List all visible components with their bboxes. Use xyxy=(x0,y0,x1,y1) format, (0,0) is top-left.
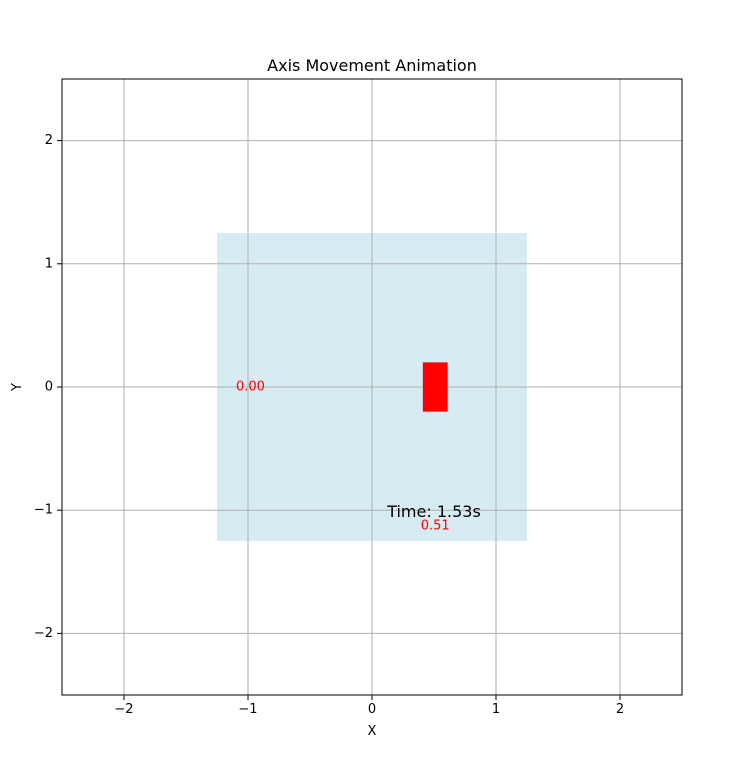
x-tick-label: −1 xyxy=(238,702,257,717)
y-tick-label: 1 xyxy=(45,256,53,271)
value-annotation: 0.00 xyxy=(236,380,265,395)
y-tick-label: 2 xyxy=(45,133,53,148)
moving-marker xyxy=(422,362,448,412)
y-axis-label: Y xyxy=(10,383,25,392)
x-tick-label: 2 xyxy=(616,702,624,717)
x-axis-label: X xyxy=(368,724,377,739)
y-tick-label: −1 xyxy=(34,503,53,518)
x-tick-label: −2 xyxy=(114,702,133,717)
y-tick-label: −2 xyxy=(34,626,53,641)
value-annotation: 0.51 xyxy=(421,519,450,534)
chart-title: Axis Movement Animation xyxy=(267,56,477,75)
x-tick-label: 1 xyxy=(492,702,500,717)
y-tick-label: 0 xyxy=(45,380,53,395)
x-tick-label: 0 xyxy=(368,702,376,717)
time-annotation: Time: 1.53s xyxy=(386,502,481,521)
